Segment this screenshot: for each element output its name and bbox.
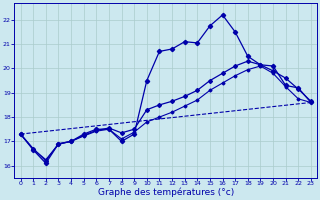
X-axis label: Graphe des températures (°c): Graphe des températures (°c) <box>98 188 234 197</box>
